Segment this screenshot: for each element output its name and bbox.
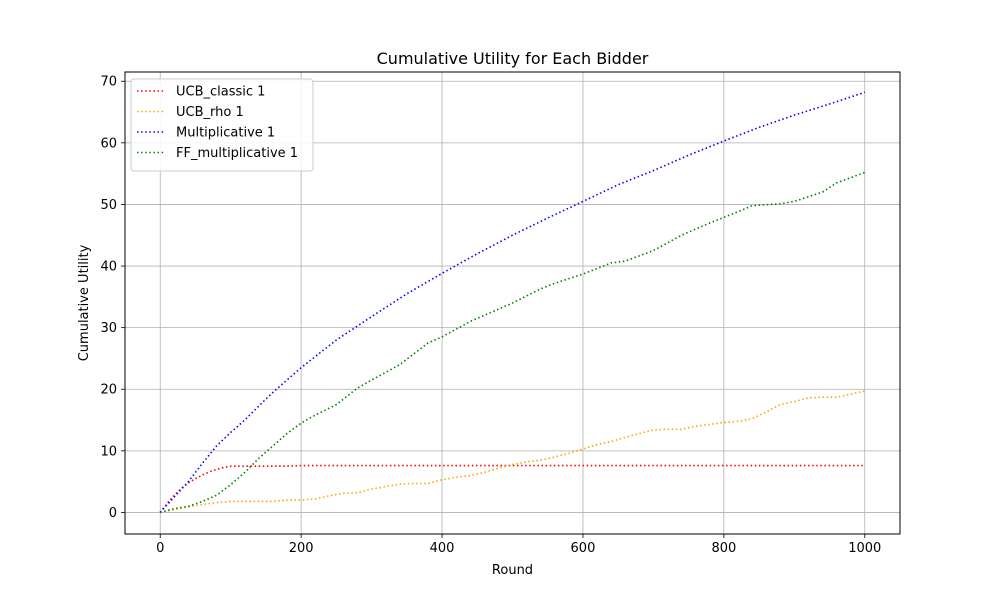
- y-tick-label: 10: [100, 444, 117, 459]
- legend: UCB_classic 1 UCB_rho 1 Multiplicative 1 FF…: [130, 78, 314, 172]
- plot-frame: [124, 71, 901, 535]
- x-tick-label: 1000: [848, 541, 881, 556]
- legend-box: [130, 78, 314, 172]
- chart-title: Cumulative Utility for Each Bidder: [377, 49, 649, 68]
- series-line-4: [159, 171, 866, 514]
- series-line-1: [159, 464, 865, 513]
- legend-entry: FF_multiplicative 1: [176, 146, 298, 161]
- legend-entry: UCB_rho 1: [176, 105, 244, 120]
- x-axis-label: Round: [492, 563, 533, 578]
- y-tick-label: 20: [100, 383, 117, 398]
- x-tick-label: 800: [711, 541, 736, 556]
- y-tick-label: 70: [100, 75, 117, 90]
- legend-entry: Multiplicative 1: [176, 126, 275, 141]
- y-tick-label: 30: [100, 321, 117, 336]
- y-tick-label: 50: [100, 198, 117, 213]
- x-tick-label: 600: [571, 541, 596, 556]
- series-line-2: [160, 390, 865, 514]
- x-tick-label: 200: [289, 541, 314, 556]
- axis-ticks: 0 200 400 600 800 1000 0 10 20 30 40 50 60 70: [100, 75, 881, 556]
- series-lines: [159, 91, 866, 514]
- y-axis-label: Cumulative Utility: [77, 244, 92, 361]
- legend-entry: UCB_classic 1: [176, 85, 265, 100]
- y-tick-label: 40: [100, 260, 117, 275]
- y-tick-label: 60: [100, 136, 117, 151]
- y-tick-label: 0: [109, 506, 117, 521]
- x-tick-label: 0: [156, 541, 164, 556]
- x-tick-label: 400: [430, 541, 455, 556]
